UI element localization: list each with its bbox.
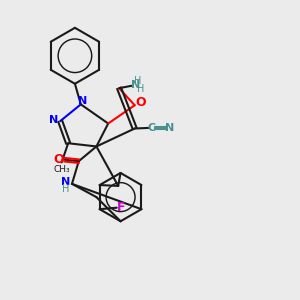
Text: CH₃: CH₃: [53, 165, 70, 174]
Text: N: N: [61, 177, 70, 188]
Text: F: F: [117, 201, 125, 214]
Text: O: O: [136, 96, 146, 110]
Text: H: H: [137, 84, 145, 94]
Text: N: N: [49, 115, 58, 125]
Text: H: H: [134, 76, 141, 85]
Text: C: C: [147, 123, 155, 133]
Text: N: N: [131, 80, 140, 90]
Text: O: O: [53, 153, 64, 166]
Text: N: N: [78, 96, 87, 106]
Text: N: N: [165, 123, 175, 133]
Text: H: H: [62, 184, 69, 194]
